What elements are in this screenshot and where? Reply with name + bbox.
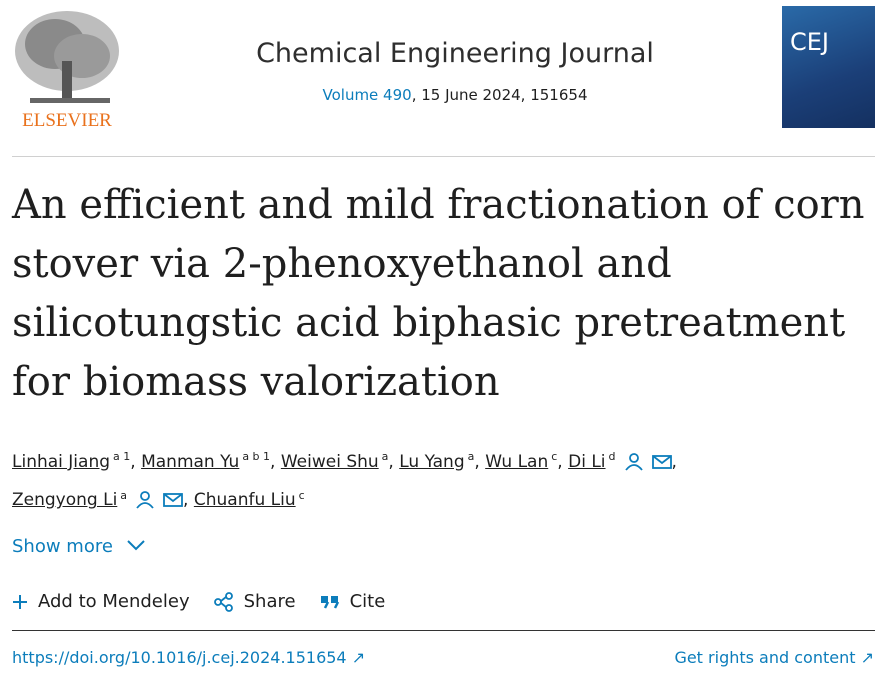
author-list: Linhai Jiang a 1, Manman Yu a b 1, Weiwei … — [12, 440, 872, 517]
author-entry: Weiwei Shu a, — [280, 450, 394, 472]
publisher-logo: ELSEVIER — [15, 11, 119, 131]
mail-icon[interactable] — [163, 492, 183, 508]
author-entry: Zengyong Li a, — [12, 488, 189, 511]
journal-title[interactable]: Chemical Engineering Journal — [256, 38, 654, 69]
author-entry: Manman Yu a b 1, — [141, 450, 276, 472]
divider — [12, 630, 875, 631]
action-button[interactable]: Add to Mendeley — [12, 591, 190, 612]
action-button[interactable]: Share — [213, 591, 296, 612]
show-more[interactable]: Show more — [12, 536, 147, 557]
author-affiliation: c — [298, 488, 305, 502]
separator: , — [557, 451, 563, 472]
separator: , — [388, 451, 394, 472]
author-entry: Wu Lan c, — [485, 450, 563, 472]
doi-text: https://doi.org/10.1016/j.cej.2024.15165… — [12, 648, 347, 667]
author-name[interactable]: Lu Yang — [399, 451, 465, 472]
separator: , — [474, 451, 480, 472]
author-entry: Di Li d, — [568, 450, 677, 472]
author-entry: Linhai Jiang a 1, — [12, 450, 136, 472]
author-affiliation: a 1 — [113, 450, 131, 463]
action-label: Add to Mendeley — [38, 591, 190, 612]
author-affiliation: c — [551, 450, 558, 463]
author-entry: Chuanfu Liu c — [193, 488, 305, 511]
publisher-name: ELSEVIER — [22, 110, 112, 131]
author-entry: Lu Yang a, — [399, 450, 480, 472]
author-name[interactable]: Di Li — [568, 451, 606, 472]
separator: , — [671, 451, 677, 472]
separator: , — [130, 451, 136, 472]
separator: , — [270, 451, 276, 472]
chevron-icon — [126, 540, 145, 551]
author-name[interactable]: Wu Lan — [485, 451, 549, 472]
author-name[interactable]: Chuanfu Liu — [193, 490, 296, 511]
plus-icon — [13, 594, 27, 609]
divider — [12, 156, 875, 157]
action-label: Cite — [349, 591, 386, 612]
share-icon — [213, 591, 233, 612]
author-name[interactable]: Manman Yu — [141, 451, 240, 472]
volume-link[interactable]: Volume 490 — [322, 86, 412, 104]
quote-icon — [320, 595, 339, 609]
author-name[interactable]: Linhai Jiang — [12, 451, 111, 472]
author-name[interactable]: Zengyong Li — [12, 490, 118, 511]
author-affiliation: a — [120, 488, 128, 502]
volume-line: Volume 490, 15 June 2024, 151654 — [180, 86, 730, 104]
issue-info: , 15 June 2024, 151654 — [411, 86, 588, 104]
author-affiliation: d — [608, 450, 616, 463]
doi-link[interactable]: https://doi.org/10.1016/j.cej.2024.15165… — [12, 648, 366, 667]
rights-link[interactable]: Get rights and content ↗ — [674, 648, 874, 667]
separator: , — [183, 490, 189, 511]
show-more-text: Show more — [12, 536, 113, 557]
mail-icon[interactable] — [651, 454, 672, 470]
person-icon[interactable] — [135, 490, 155, 510]
rights-text: Get rights and content — [674, 648, 856, 667]
action-label: Share — [243, 591, 296, 612]
action-button[interactable]: Cite — [320, 591, 386, 612]
author-affiliation: a b 1 — [242, 450, 271, 463]
journal-cover[interactable]: CEJ — [782, 6, 875, 128]
action-bar: Add to Mendeley Share Cite — [12, 591, 385, 612]
author-affiliation: a — [381, 450, 389, 463]
person-icon[interactable] — [624, 452, 644, 472]
author-affiliation: a — [467, 450, 475, 463]
article-title: An efficient and mild fractionation of c… — [12, 182, 865, 405]
author-name[interactable]: Weiwei Shu — [280, 451, 379, 472]
cover-text: CEJ — [790, 28, 829, 56]
